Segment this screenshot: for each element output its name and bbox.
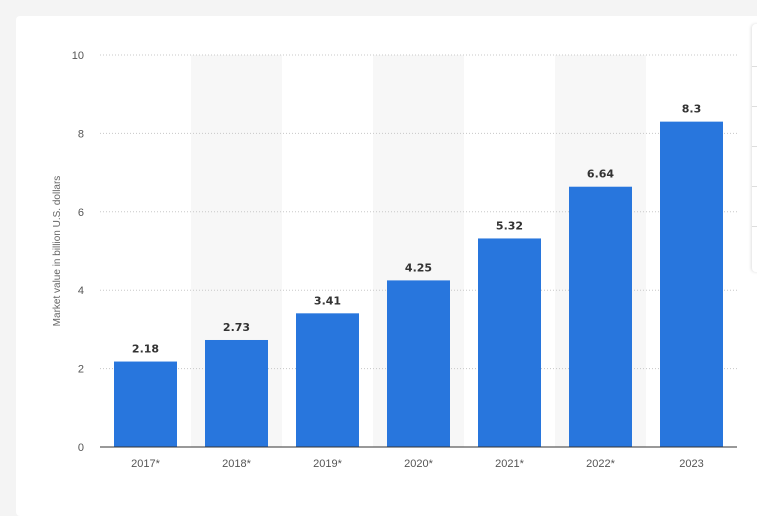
bar-2023[interactable] [660, 121, 723, 447]
value-label: 5.32 [496, 219, 523, 232]
value-label: 2.18 [132, 343, 159, 356]
y-tick-label: 0 [78, 442, 84, 454]
bar-2018[interactable] [205, 339, 268, 447]
y-axis-title: Market value in billion U.S. dollars [52, 176, 63, 327]
toolbar-divider [752, 146, 757, 147]
value-label: 2.73 [223, 321, 250, 334]
y-axis-ticks: 0 2 4 6 8 10 [72, 50, 84, 454]
bar-2017[interactable] [114, 361, 177, 447]
bar-2021[interactable] [478, 238, 541, 447]
toolbar-divider [752, 226, 757, 227]
bar-2020[interactable] [387, 280, 450, 447]
x-tick-label: 2021* [495, 458, 524, 470]
bar-chart: 0 2 4 6 8 10 2.18 2.73 3.41 4.25 5.32 6.64 8.3 2017… [52, 50, 737, 470]
value-labels: 2.18 2.73 3.41 4.25 5.32 6.64 8.3 [132, 103, 701, 356]
y-tick-label: 10 [72, 50, 84, 62]
y-tick-label: 8 [78, 128, 84, 140]
y-tick-label: 2 [78, 364, 84, 376]
value-label: 3.41 [314, 294, 341, 307]
x-tick-label: 2019* [313, 458, 342, 470]
bar-2022[interactable] [569, 186, 632, 447]
toolbar-divider [752, 106, 757, 107]
value-label: 4.25 [405, 261, 432, 274]
value-label: 6.64 [587, 168, 614, 181]
side-toolbar[interactable] [752, 24, 757, 272]
bars [114, 121, 723, 447]
x-axis-ticks: 2017* 2018* 2019* 2020* 2021* 2022* 2023 [131, 458, 704, 470]
y-tick-label: 4 [78, 285, 84, 297]
y-tick-label: 6 [78, 207, 84, 219]
x-tick-label: 2020* [404, 458, 433, 470]
toolbar-divider [752, 66, 757, 67]
toolbar-divider [752, 186, 757, 187]
x-tick-label: 2023 [679, 458, 703, 470]
x-tick-label: 2017* [131, 458, 160, 470]
value-label: 8.3 [682, 103, 702, 116]
bar-2019[interactable] [296, 313, 359, 447]
x-tick-label: 2018* [222, 458, 251, 470]
x-tick-label: 2022* [586, 458, 615, 470]
